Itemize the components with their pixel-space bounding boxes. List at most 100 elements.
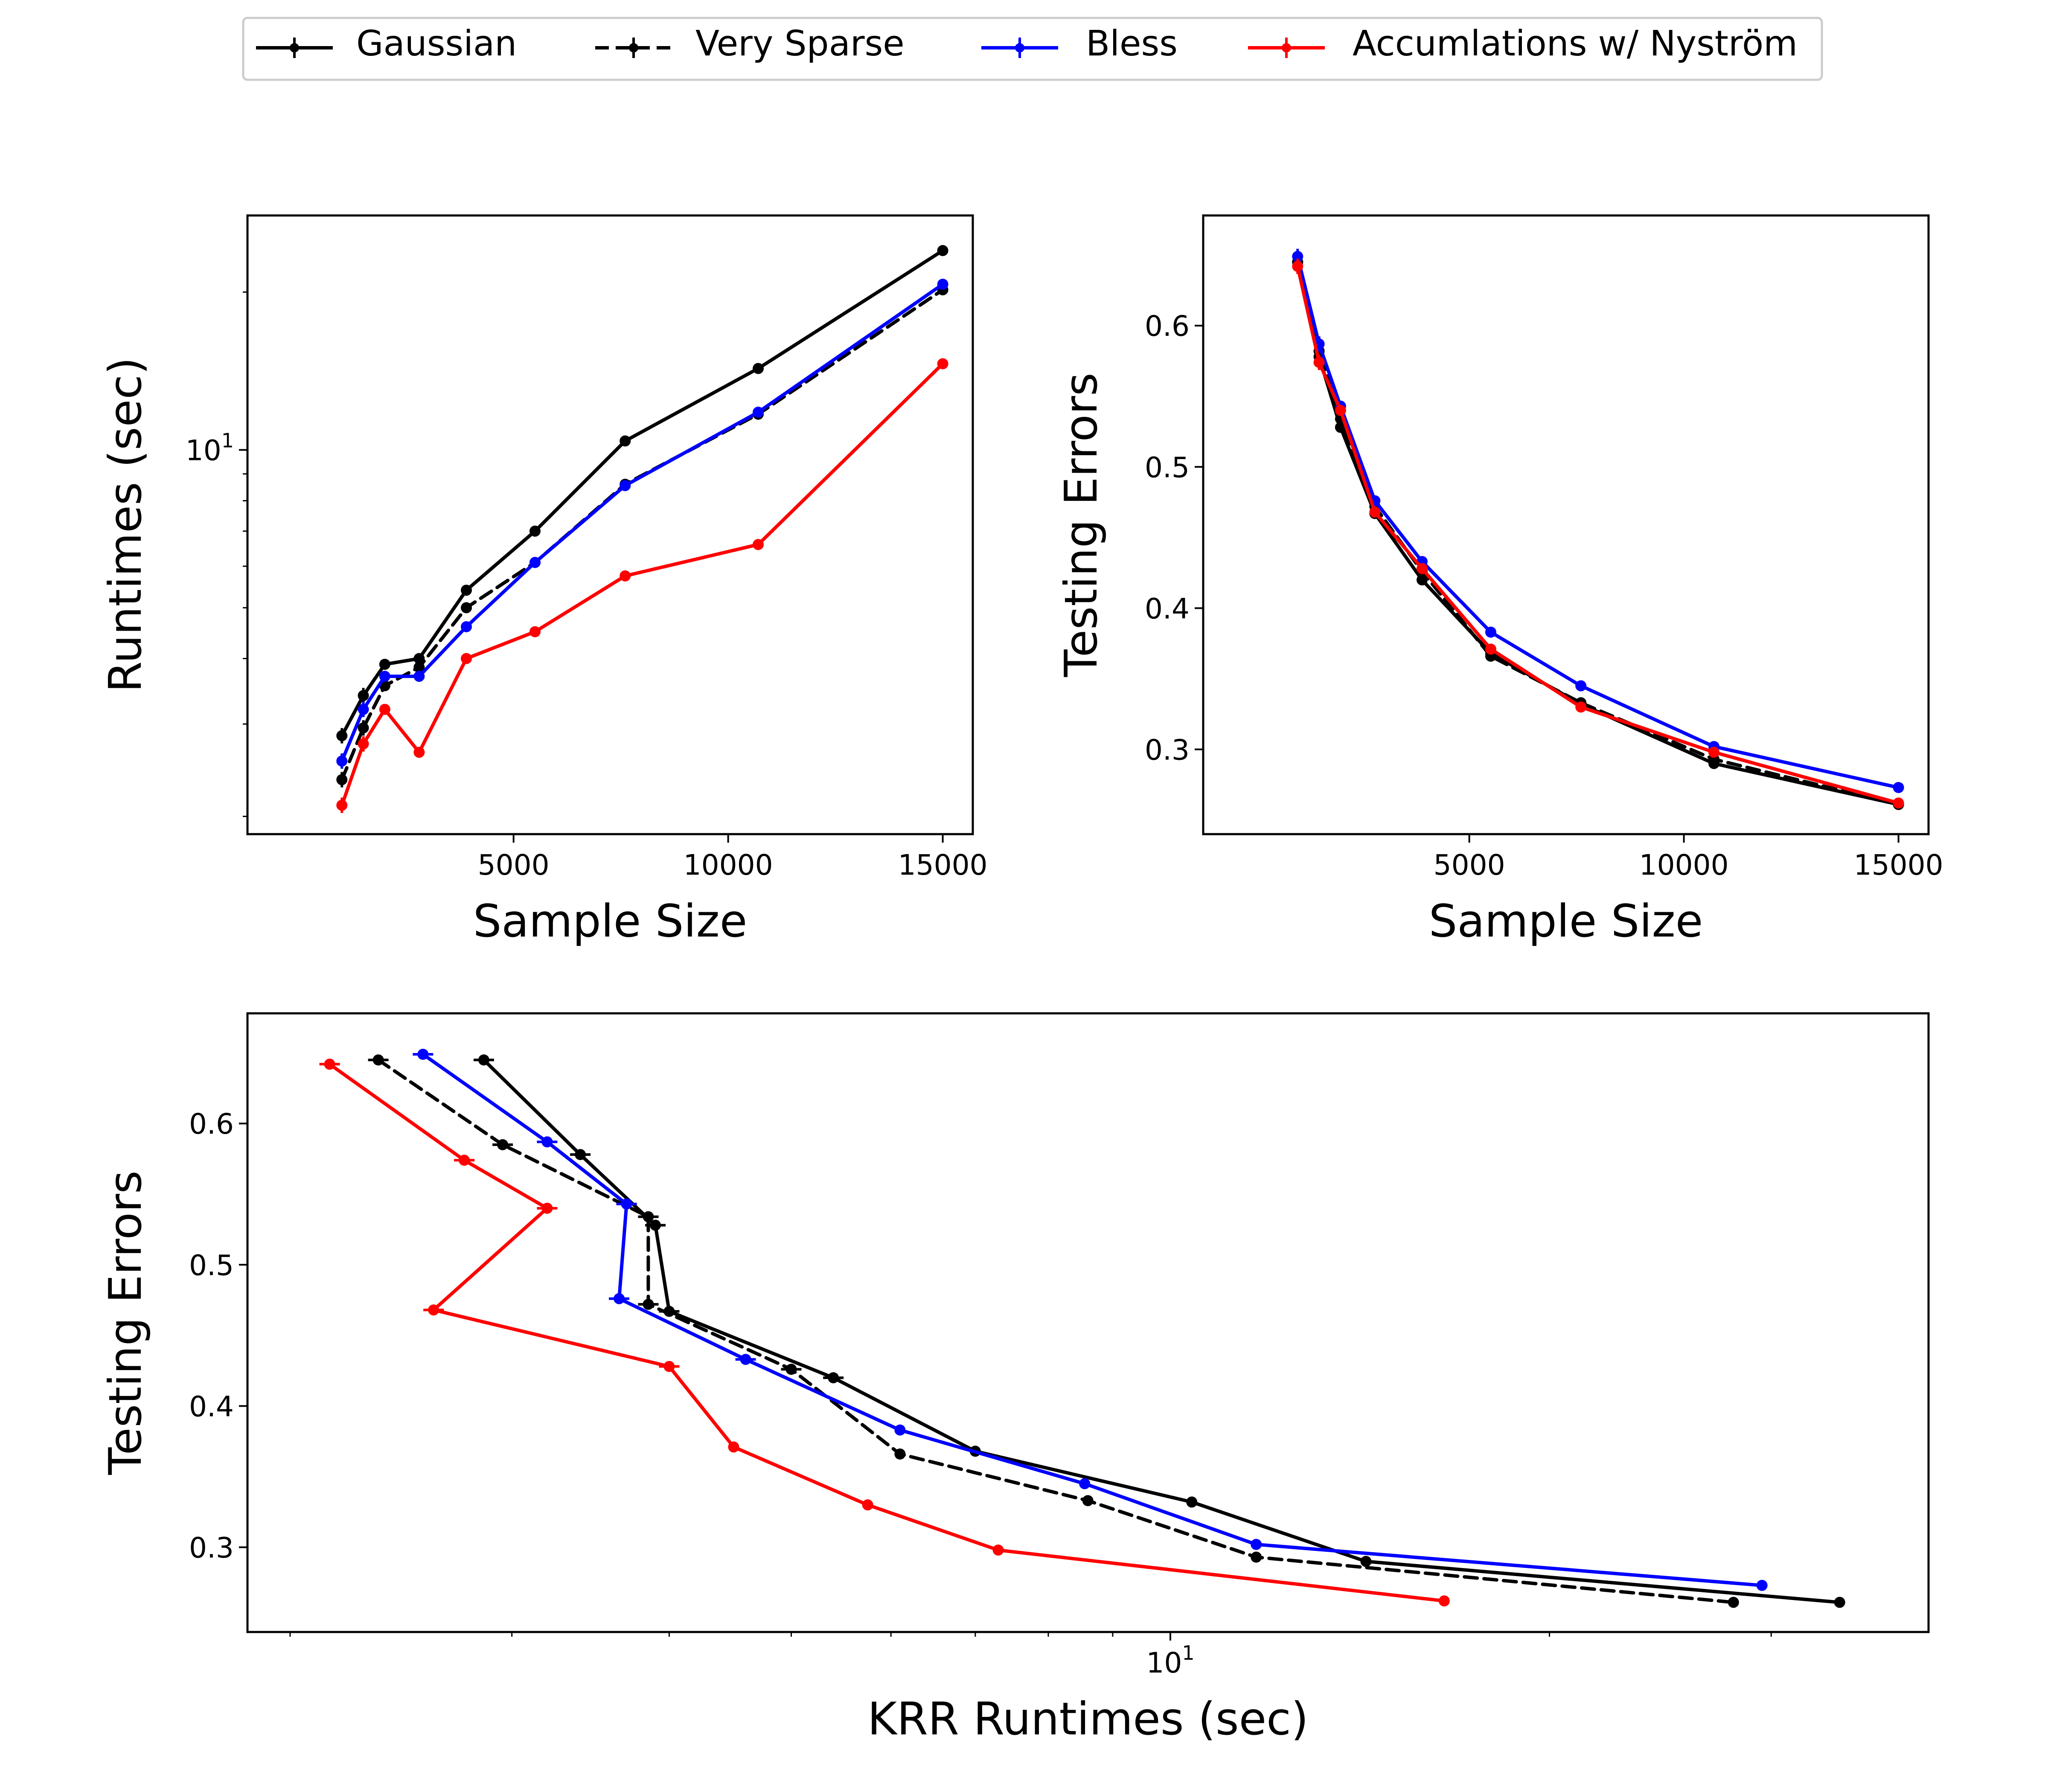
- data-point-gaussian: [937, 245, 948, 256]
- legend-label-very-sparse: Very Sparse: [695, 23, 905, 64]
- data-point-bless: [358, 704, 369, 715]
- data-point-accumlations-w-nystr-m: [1313, 357, 1325, 368]
- data-point-gaussian: [1360, 1556, 1372, 1567]
- data-point-accumlations-w-nystr-m: [1708, 746, 1720, 758]
- data-point-accumlations-w-nystr-m: [529, 626, 541, 637]
- data-point-gaussian: [828, 1372, 839, 1384]
- chart-runtimes-vs-sample-size: 5000 10000 15000 101 Sample Size Runtimes (se…: [99, 214, 988, 947]
- data-point-very-sparse: [643, 1211, 654, 1222]
- data-point-very-sparse: [372, 1054, 384, 1066]
- data-point-accumlations-w-nystr-m: [379, 704, 390, 715]
- y-tick-label-base: 10: [186, 434, 221, 467]
- data-point-very-sparse: [1082, 1495, 1094, 1507]
- y-axis-label: Testing Errors: [99, 1170, 151, 1475]
- legend-label-gaussian: Gaussian: [356, 23, 517, 64]
- plot-frame: [246, 1012, 1930, 1633]
- legend-marker-gaussian: [290, 43, 299, 52]
- data-point-bless: [1079, 1478, 1091, 1489]
- legend-entry-very-sparse: Very Sparse: [595, 23, 905, 64]
- series-group: [336, 245, 948, 813]
- y-tick-label: 0.5: [1145, 451, 1190, 484]
- data-point-accumlations-w-nystr-m: [1335, 404, 1346, 416]
- data-point-very-sparse: [358, 722, 369, 733]
- data-point-bless: [1251, 1539, 1262, 1550]
- data-point-gaussian: [478, 1054, 489, 1066]
- data-point-gaussian: [649, 1219, 661, 1231]
- data-point-accumlations-w-nystr-m: [324, 1059, 335, 1070]
- data-point-gaussian: [379, 658, 390, 670]
- data-point-bless: [413, 671, 425, 682]
- plot-frame: [1202, 214, 1930, 835]
- legend-marker-bless: [1015, 43, 1024, 52]
- data-point-bless: [541, 1136, 553, 1148]
- y-tick-label: 0.5: [189, 1249, 234, 1282]
- x-tick-label: 101: [1146, 1641, 1194, 1679]
- data-point-accumlations-w-nystr-m: [728, 1441, 739, 1453]
- data-point-bless: [937, 279, 948, 290]
- legend-entry-gaussian: Gaussian: [256, 23, 517, 64]
- legend-marker-very-sparse: [629, 43, 638, 52]
- data-point-gaussian: [529, 525, 541, 537]
- data-point-accumlations-w-nystr-m: [1893, 797, 1904, 809]
- data-point-accumlations-w-nystr-m: [1292, 261, 1303, 272]
- data-point-accumlations-w-nystr-m: [663, 1361, 675, 1372]
- data-point-accumlations-w-nystr-m: [358, 738, 369, 750]
- x-tick-label-base: 10: [1146, 1647, 1182, 1679]
- x-tick-label: 5000: [478, 849, 550, 881]
- data-point-very-sparse: [785, 1364, 797, 1375]
- x-tick-label-exponent: 1: [1182, 1641, 1194, 1664]
- y-tick-label: 0.4: [1145, 592, 1190, 625]
- data-point-very-sparse: [336, 774, 348, 785]
- data-point-accumlations-w-nystr-m: [413, 747, 425, 758]
- data-point-gaussian: [575, 1149, 586, 1161]
- x-tick-label: 5000: [1434, 849, 1505, 881]
- legend-marker-accumulations: [1282, 43, 1291, 52]
- data-point-very-sparse: [1728, 1597, 1739, 1608]
- x-tick-label: 15000: [898, 849, 988, 881]
- series-group: [319, 1049, 1845, 1608]
- data-point-accumlations-w-nystr-m: [992, 1544, 1004, 1556]
- x-axis-label: KRR Runtimes (sec): [867, 1693, 1309, 1745]
- data-point-accumlations-w-nystr-m: [461, 653, 472, 664]
- legend: Gaussian Very Sparse Bless Accumlations …: [242, 17, 1823, 81]
- data-point-very-sparse: [461, 602, 472, 614]
- data-point-accumlations-w-nystr-m: [753, 539, 764, 550]
- data-point-very-sparse: [1251, 1551, 1262, 1563]
- plot-frame: [246, 214, 974, 835]
- data-point-accumlations-w-nystr-m: [862, 1499, 873, 1511]
- data-point-accumlations-w-nystr-m: [541, 1202, 553, 1214]
- data-point-bless: [1292, 251, 1303, 262]
- legend-entry-accumulations: Accumlations w/ Nyström: [1248, 23, 1798, 64]
- data-point-gaussian: [461, 585, 472, 596]
- x-tick-label: 10000: [1639, 849, 1729, 881]
- data-point-bless: [620, 480, 631, 492]
- data-point-gaussian: [358, 690, 369, 701]
- y-tick-label: 101: [186, 429, 234, 467]
- series-group: [1292, 249, 1904, 810]
- data-point-very-sparse: [413, 661, 425, 673]
- data-point-bless: [753, 407, 764, 418]
- data-point-bless: [379, 671, 390, 682]
- data-point-bless: [417, 1049, 429, 1060]
- legend-entry-bless: Bless: [981, 23, 1178, 64]
- data-point-very-sparse: [643, 1298, 654, 1310]
- data-point-bless: [1575, 680, 1587, 692]
- data-point-bless: [1756, 1580, 1768, 1591]
- data-point-accumlations-w-nystr-m: [1485, 643, 1496, 655]
- data-point-bless: [529, 557, 541, 568]
- data-point-gaussian: [1186, 1496, 1198, 1508]
- data-point-bless: [336, 755, 348, 767]
- data-point-gaussian: [336, 730, 348, 742]
- chart-errors-vs-krr-runtimes: 101 0.3 0.4 0.5 0.6 KRR Runtimes (sec) Testing…: [99, 1012, 1930, 1745]
- data-point-accumlations-w-nystr-m: [428, 1304, 439, 1316]
- data-point-bless: [614, 1293, 625, 1304]
- y-tick-label-exponent: 1: [221, 429, 234, 452]
- legend-label-bless: Bless: [1086, 23, 1178, 64]
- chart-errors-vs-sample-size: 5000 10000 15000 0.3 0.4 0.5 0.6 Sample Size Tes…: [1055, 214, 1943, 947]
- data-point-gaussian: [753, 363, 764, 374]
- data-point-accumlations-w-nystr-m: [1575, 701, 1587, 713]
- data-point-accumlations-w-nystr-m: [620, 570, 631, 582]
- data-point-bless: [1485, 626, 1496, 638]
- data-point-very-sparse: [894, 1448, 906, 1460]
